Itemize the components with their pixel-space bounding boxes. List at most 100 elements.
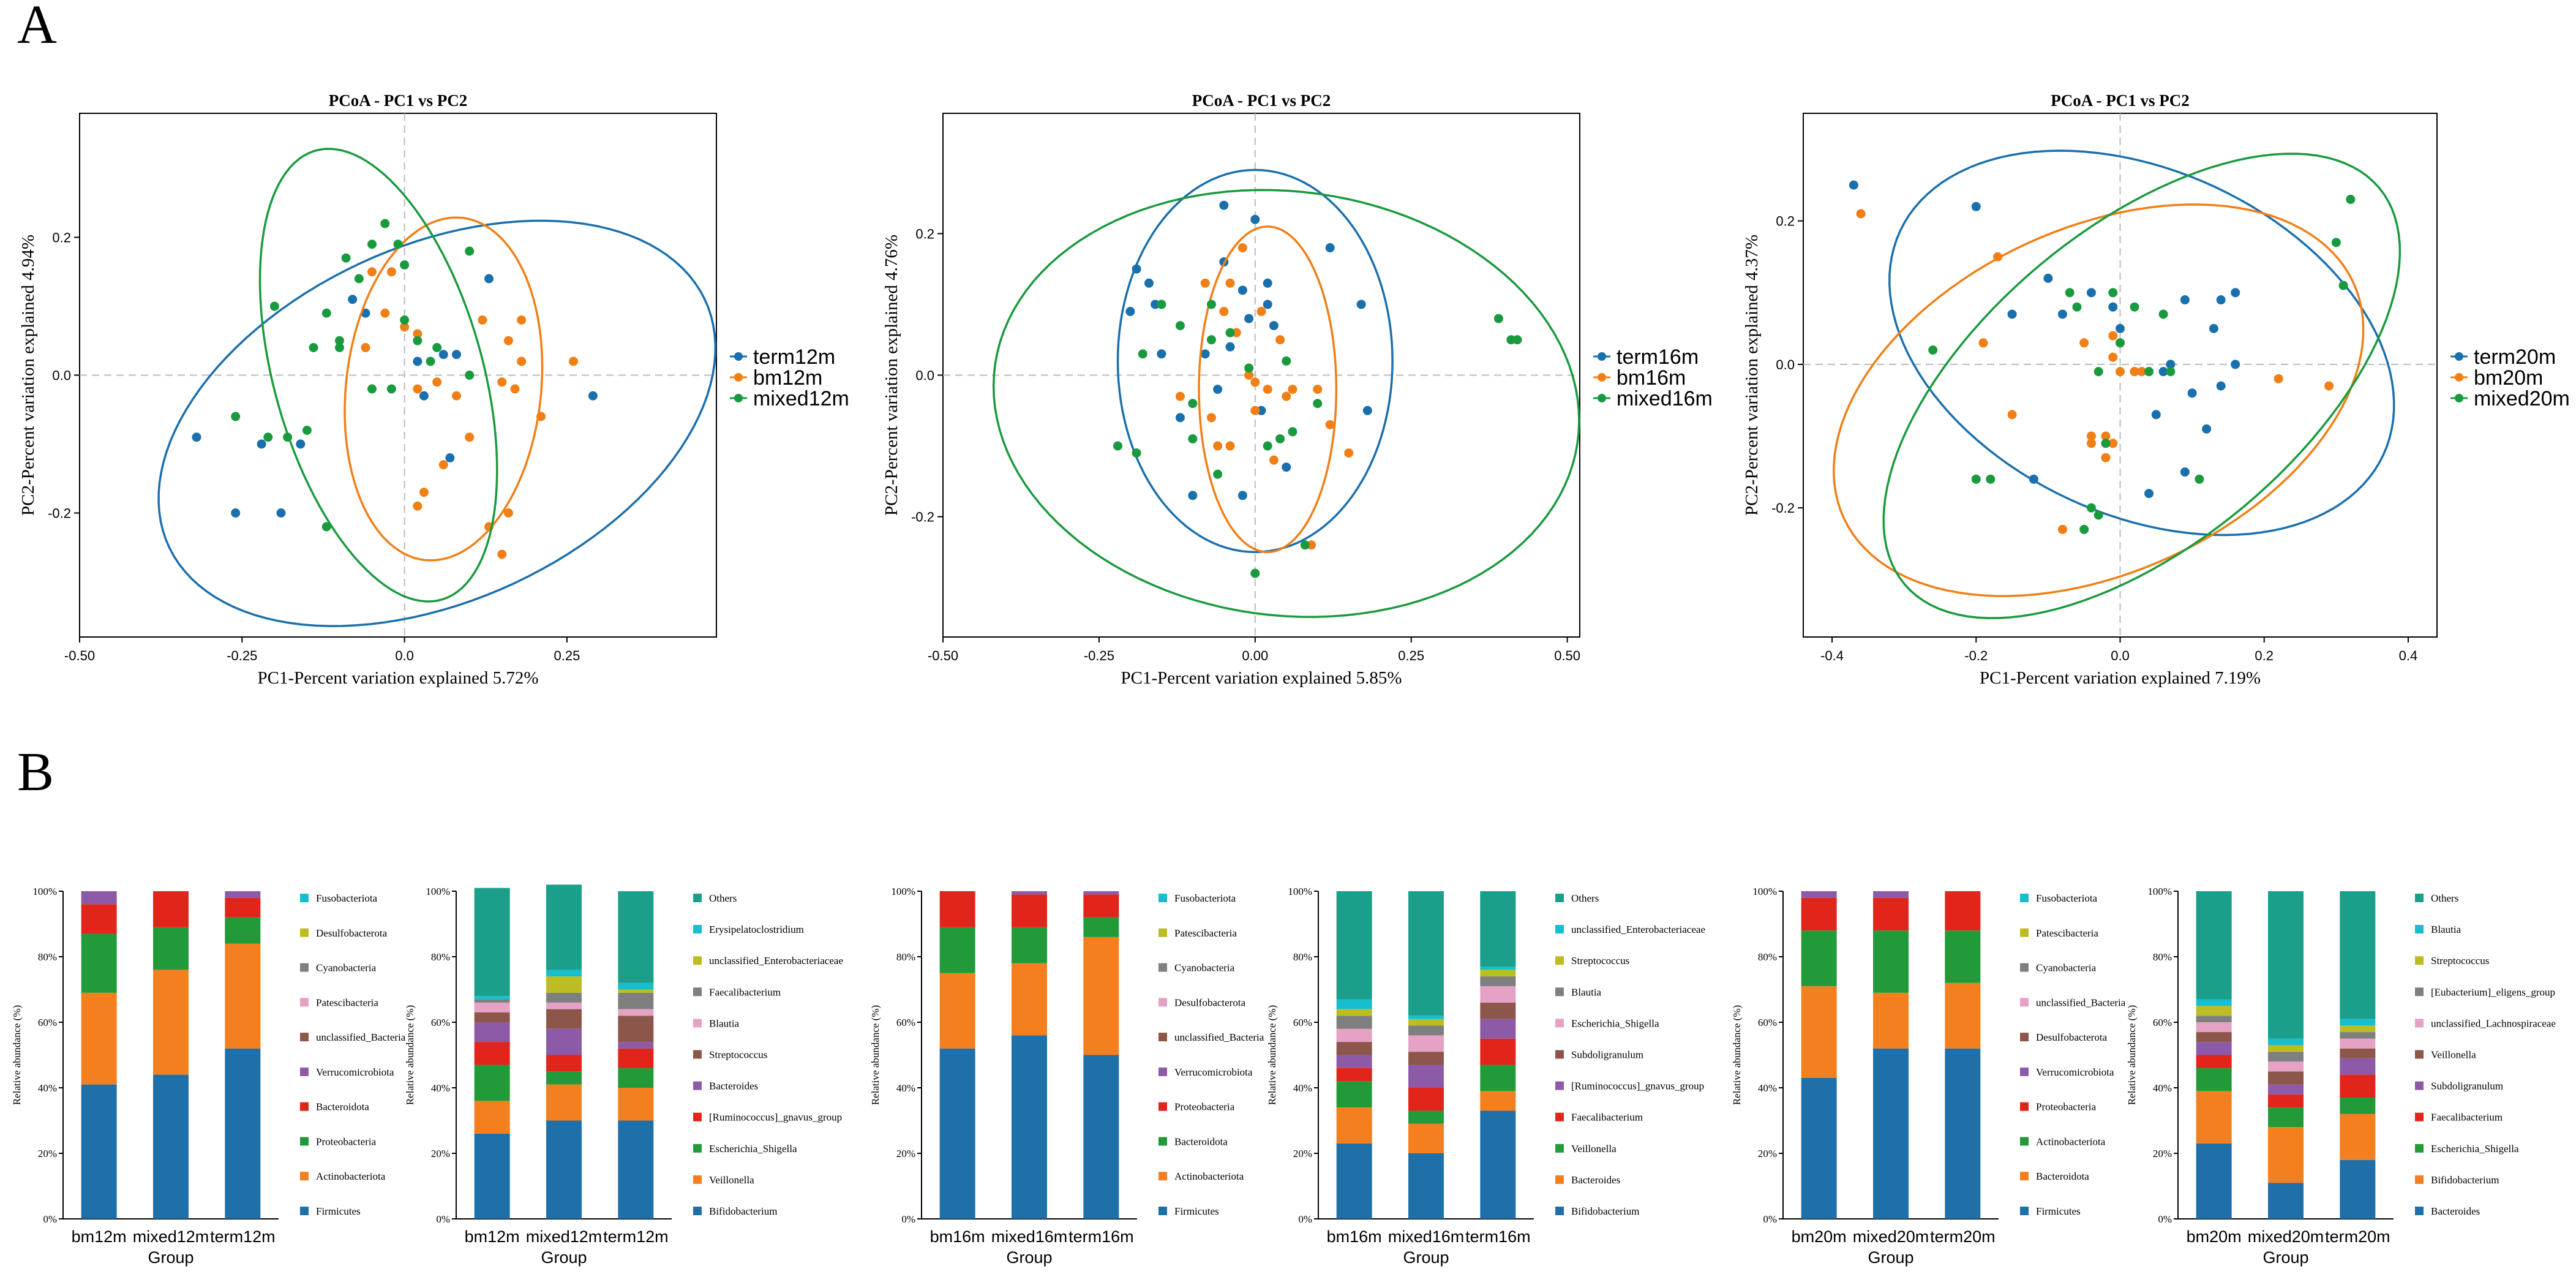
legend-marker	[2455, 352, 2463, 361]
term16m-point	[1175, 413, 1185, 423]
category-label: term12m	[603, 1227, 669, 1246]
mixed20m-point	[2079, 524, 2089, 534]
x-axis-label: Group	[1868, 1248, 1913, 1267]
legend-swatch	[1555, 1050, 1564, 1059]
term16m-point	[1269, 321, 1279, 331]
bar-segment-bm16m-Proteobacteria	[939, 891, 975, 927]
bar-segment-term12m-Firmicutes	[225, 1048, 261, 1219]
legend-label-mixed12m: mixed12m	[753, 387, 849, 410]
bar-segment-term16m-Escherichia_Shigella	[1480, 986, 1516, 1003]
mixed20m-point	[2108, 288, 2118, 298]
bm16m-point	[1206, 413, 1216, 423]
category-label: bm20m	[2187, 1227, 2242, 1246]
category-label: term16m	[1068, 1227, 1134, 1246]
mixed12m-point	[321, 308, 331, 318]
bar-segment-mixed20m-Others	[2268, 891, 2304, 1039]
stacked-bar-chart-3: 0% 20% 40% 60% 80% 100% Relative abundance (%)…	[869, 886, 1264, 1267]
term16m-point	[1200, 349, 1210, 359]
term20m-point	[2029, 474, 2038, 484]
bm16m-point	[1256, 307, 1266, 317]
bar-segment-mixed16m-Verrucomicrobiota	[1012, 891, 1047, 895]
term12m-point	[484, 274, 494, 284]
legend-swatch	[2020, 1067, 2029, 1076]
mixed20m-point	[2346, 195, 2356, 205]
legend-label: Patescibacteria	[1174, 927, 1237, 939]
stacked-bar-chart-2: 0% 20% 40% 60% 80% 100% Relative abundance (%)…	[404, 884, 843, 1267]
legend-swatch	[2415, 1019, 2424, 1028]
mixed16m-point	[1175, 321, 1185, 331]
term16m-point	[1237, 491, 1247, 500]
legend-label: Faecalibacterium	[2431, 1112, 2503, 1123]
x-axis-label: Group	[1403, 1248, 1449, 1267]
legend-label-bm20m: bm20m	[2474, 366, 2543, 390]
bar-segment-bm20m-Proteobacteria	[1801, 897, 1837, 931]
bar-segment-mixed12m-Escherichia_Shigella	[546, 1071, 582, 1085]
legend-label: Desulfobacterota	[1174, 997, 1246, 1008]
mixed12m-point	[309, 343, 318, 352]
mixed20m-point	[2144, 367, 2154, 377]
category-label: bm20m	[1792, 1227, 1847, 1246]
mixed16m-point	[1213, 469, 1223, 479]
x-tick-label: -0.50	[928, 648, 958, 663]
y-tick-label: 0.0	[915, 368, 934, 383]
legend-label: Veillonella	[709, 1174, 754, 1186]
y-tick-label: 0%	[901, 1213, 915, 1225]
term12m-point	[231, 508, 241, 518]
bar-segment-bm20m-Firmicutes	[1801, 1077, 1837, 1219]
y-tick-label: 80%	[2153, 951, 2172, 963]
x-axis-label: PC1-Percent variation explained 5.72%	[257, 668, 538, 688]
stacked-bar-chart-5: 0% 20% 40% 60% 80% 100% Relative abundance (%)…	[1731, 886, 2126, 1267]
term12m-point	[348, 295, 358, 304]
bar-segment-bm20m-Bacteroidota	[1801, 986, 1837, 1078]
legend-swatch	[693, 987, 702, 997]
legend-label: Proteobacteria	[1174, 1101, 1235, 1113]
bar-segment-bm12m-Proteobacteria	[81, 933, 117, 993]
bar-segment-mixed16m-Others	[1408, 891, 1444, 1016]
bar-segment-bm12m-[Ruminococcus]_gnavus_group	[474, 1042, 510, 1065]
bm12m-point	[510, 384, 520, 394]
term12m-point	[276, 508, 286, 518]
bar-segment-bm16m-Subdoligranulum	[1336, 1042, 1372, 1055]
term12m-point	[296, 439, 306, 449]
bm20m-point	[2007, 410, 2017, 420]
y-axis-label: Relative abundance (%)	[1266, 1005, 1278, 1105]
bar-segment-bm20m-Bacteroides	[2196, 1143, 2232, 1219]
legend-swatch	[2020, 1137, 2029, 1146]
legend-label-mixed16m: mixed16m	[1617, 387, 1713, 410]
term20m-point	[2057, 309, 2067, 319]
bar-segment-mixed12m-Bacteroides	[546, 1028, 582, 1055]
bar-segment-term20m-Others	[2340, 891, 2376, 1019]
bar-segment-mixed12m-[Ruminococcus]_gnavus_group	[546, 1055, 582, 1072]
mixed20m-point	[2086, 503, 2096, 513]
y-tick-label: -0.2	[1771, 500, 1795, 516]
legend-label: Verrucomicrobiota	[1174, 1066, 1253, 1078]
bar-segment-term12m-Veillonella	[618, 1088, 654, 1121]
mixed20m-point	[2101, 439, 2111, 448]
bm20m-point	[2101, 431, 2111, 441]
bar-segment-mixed12m-Others	[546, 884, 582, 970]
mixed12m-point	[367, 384, 377, 394]
legend-label: Bacteroidota	[316, 1101, 369, 1113]
term12m-point	[438, 350, 448, 360]
x-tick-label: -0.4	[1820, 648, 1844, 663]
bar-segment-term20m-Firmicutes	[1945, 1048, 1981, 1219]
mixed20m-point	[2195, 474, 2204, 484]
mixed20m-point	[2116, 338, 2125, 348]
y-tick-label: 60%	[431, 1017, 450, 1028]
bar-segment-mixed20m-Verrucomicrobiota	[1873, 891, 1909, 898]
bm20m-point	[2324, 381, 2334, 391]
bar-segment-term20m-[Eubacterium]_eligens_group	[2340, 1032, 2376, 1039]
legend-label: Erysipelatoclostridium	[709, 924, 804, 935]
bar-segment-term20m-Bacteroidota	[1945, 982, 1981, 1049]
legend-label: Faecalibacterium	[1571, 1112, 1643, 1123]
bar-segment-bm12m-Veillonella	[474, 1101, 510, 1134]
term20m-point	[2180, 295, 2190, 305]
bar-segment-term20m-Faecalibacterium	[2340, 1074, 2376, 1098]
bar-segment-mixed16m-Streptococcus	[1408, 1019, 1444, 1026]
bar-segment-bm16m-Veillonella	[1336, 1081, 1372, 1108]
legend-label: unclassified_Enterobacteriaceae	[709, 955, 843, 967]
y-tick-label: 80%	[431, 951, 450, 963]
mixed20m-point	[1971, 474, 1981, 484]
y-tick-label: 100%	[2147, 886, 2172, 897]
bar-segment-term16m-unclassified_Enterobacteriaceae	[1480, 967, 1516, 970]
